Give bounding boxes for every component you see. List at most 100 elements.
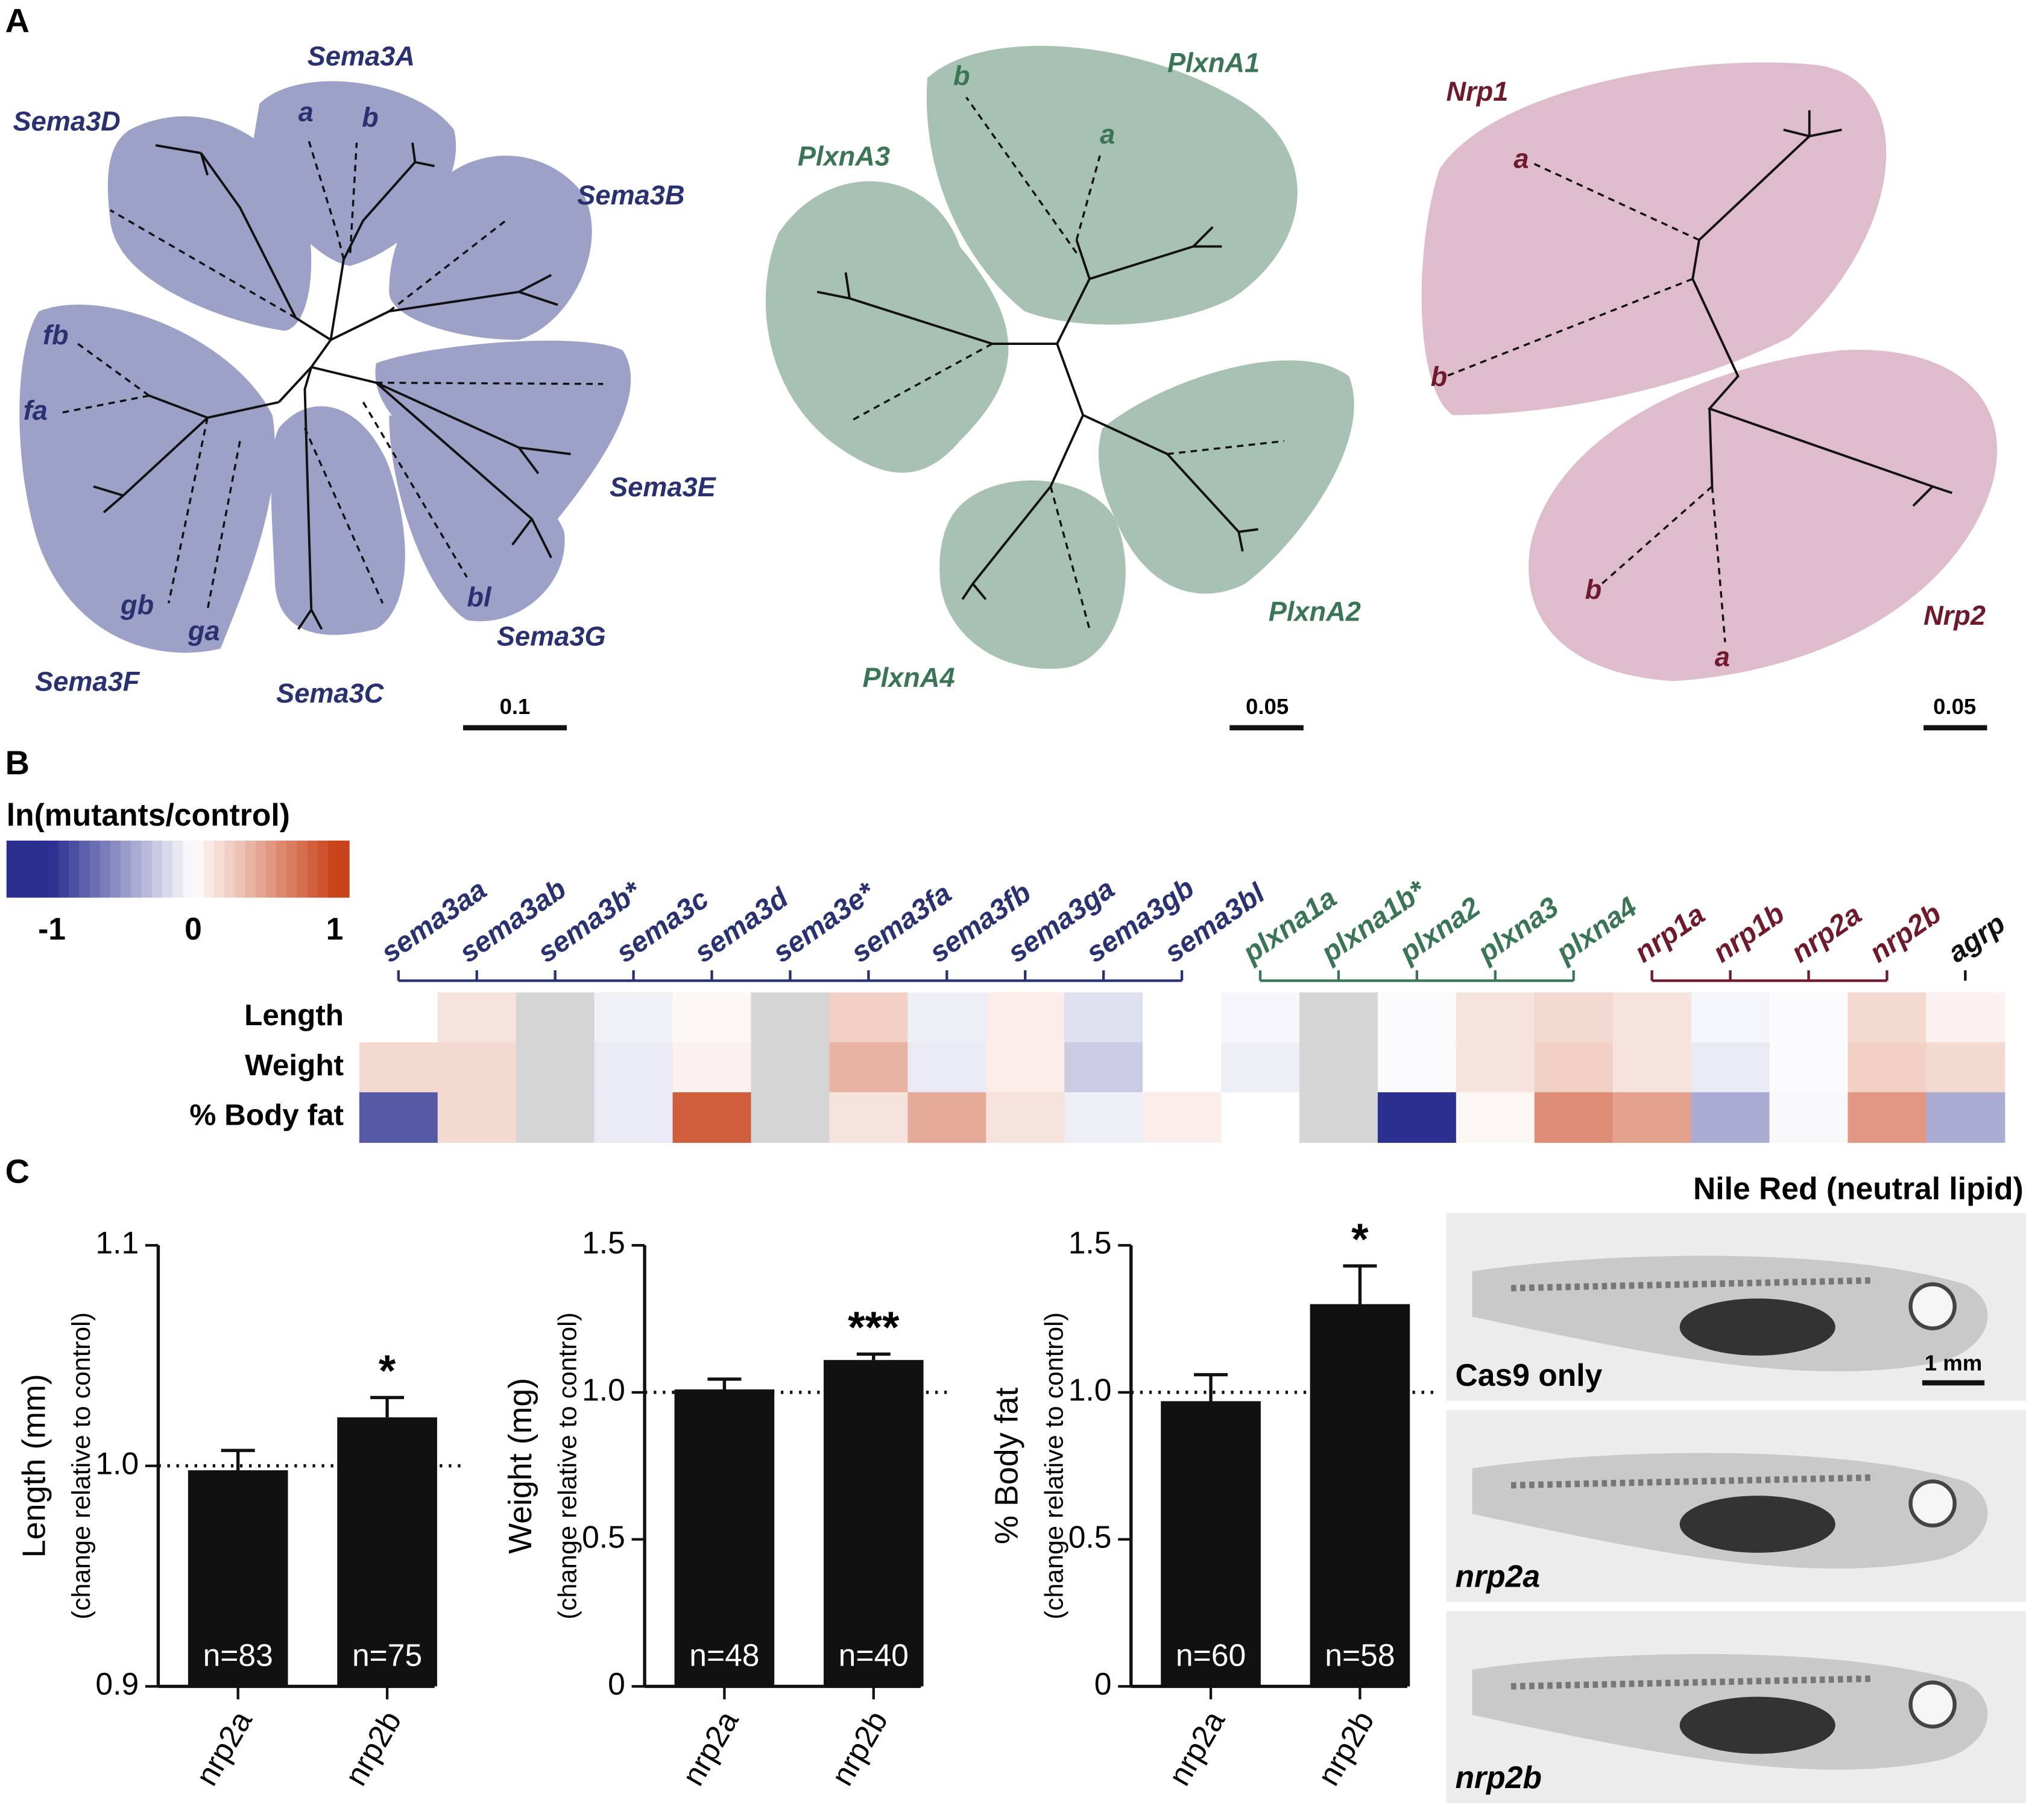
colorbar-step	[16, 840, 28, 898]
tree-branch-dashed	[1167, 440, 1284, 455]
y-tick-label: 1.0	[582, 1372, 625, 1407]
heatmap-cell	[516, 992, 595, 1043]
heatmap-cell	[1456, 1042, 1535, 1093]
image-scale-label: 1 mm	[1925, 1351, 1982, 1376]
colorbar-step	[110, 840, 122, 898]
tree-branch-dashed	[167, 417, 209, 604]
fish-eye	[1908, 1282, 1957, 1330]
colorbar-step	[48, 840, 59, 898]
heatmap-cell	[986, 992, 1065, 1043]
tree-label: PlxnA3	[798, 141, 890, 171]
heatmap-cell	[751, 1092, 830, 1143]
tree-branch-dashed	[1711, 486, 1726, 642]
tree-branch-dashed	[849, 343, 993, 423]
tree-label: a	[1715, 642, 1730, 672]
heatmap-cell	[594, 1042, 674, 1093]
fish-stripe	[1510, 1474, 1875, 1489]
heatmap-cell	[672, 992, 752, 1043]
fish-eye	[1908, 1680, 1957, 1729]
y-axis-sublabel: (change relative to control)	[1040, 1312, 1068, 1619]
heatmap-cell	[516, 1042, 595, 1093]
heatmap-cell	[1691, 1092, 1770, 1143]
n-label: n=58	[1325, 1638, 1395, 1673]
y-axis-label: Length (mm)	[16, 1374, 52, 1558]
heatmap-cell	[1612, 1042, 1692, 1093]
panel-label: C	[5, 1152, 30, 1190]
row-label: Length	[244, 999, 344, 1032]
scale-label: 0.1	[500, 694, 531, 719]
column-label: agrp	[1942, 908, 2011, 969]
column-label: nrp1a	[1629, 898, 1711, 968]
heatmap-cell	[1221, 1092, 1301, 1143]
tree-branch-dashed	[206, 441, 241, 610]
colorbar-tick-label: 1	[326, 911, 344, 946]
tree-branch	[961, 414, 1084, 601]
tree-label: Sema3G	[497, 621, 606, 651]
colorbar-step	[131, 840, 142, 898]
colorbar-step	[141, 840, 153, 898]
colorbar-step	[99, 840, 111, 898]
tree-branch-dashed	[303, 428, 384, 604]
fish-eye	[1908, 1479, 1957, 1528]
tree-branch	[297, 367, 323, 630]
colorbar-step	[6, 840, 18, 898]
heatmap-cell	[437, 992, 517, 1043]
tree-branch-dashed	[1530, 161, 1700, 241]
bar	[1161, 1401, 1261, 1687]
tree-label: Nrp2	[1923, 600, 1986, 631]
tree-label: Sema3C	[276, 678, 385, 709]
colorbar-step	[318, 840, 329, 898]
colorbar-step	[79, 840, 90, 898]
y-tick-label: 0.5	[582, 1519, 625, 1554]
colorbar-step	[151, 840, 163, 898]
heatmap-cell	[1848, 992, 1927, 1043]
tree-label: a	[1513, 144, 1529, 174]
heatmap-cell	[437, 1042, 517, 1093]
heatmap-cell	[1377, 992, 1457, 1043]
heatmap-cell	[1456, 1092, 1535, 1143]
significance: *	[379, 1347, 396, 1395]
heatmap-cell	[986, 1042, 1065, 1093]
heatmap-cell	[1299, 992, 1378, 1043]
tree-branch-dashed	[109, 209, 297, 319]
tree-clade	[926, 45, 1298, 325]
tree-label: Sema3E	[610, 472, 717, 502]
heatmap-cell	[1691, 992, 1770, 1043]
tree-label: a	[1100, 119, 1115, 150]
heatmap-cell	[1064, 992, 1144, 1043]
tree-label: b	[953, 60, 970, 91]
tree-label: ga	[188, 616, 220, 646]
heatmap-cell	[1377, 1042, 1457, 1093]
x-tick-label: nrp2b	[824, 1705, 894, 1791]
heatmap-cell	[359, 1042, 438, 1093]
row-label: % Body fat	[189, 1099, 344, 1132]
colorbar-step	[328, 840, 339, 898]
y-tick-label: 0	[1094, 1666, 1112, 1701]
tree-branch-dashed	[388, 220, 506, 312]
fish-lipid	[1679, 1298, 1835, 1356]
bar	[337, 1417, 437, 1687]
bar	[1310, 1304, 1410, 1687]
n-label: n=60	[1176, 1638, 1246, 1673]
tree-branch	[1691, 110, 1842, 279]
tree-branch-dashed	[1049, 486, 1091, 630]
image-label: nrp2a	[1456, 1559, 1541, 1594]
error-bar	[370, 1395, 405, 1418]
tree-branch	[1691, 278, 1953, 507]
heatmap-cell	[1064, 1042, 1144, 1093]
heatmap-cell	[751, 992, 830, 1043]
tree-branch-dashed	[965, 96, 1078, 254]
heatmap-cell	[1691, 1042, 1770, 1093]
colorbar-step	[265, 840, 277, 898]
fish-stripe	[1510, 1277, 1875, 1292]
n-label: n=83	[203, 1638, 273, 1673]
tree-clade	[1421, 62, 1887, 416]
y-axis-sublabel: (change relative to control)	[554, 1312, 582, 1619]
tree-branch	[311, 365, 571, 558]
tree-branch-dashed	[362, 401, 468, 578]
x-tick-label: nrp2a	[1161, 1705, 1231, 1792]
heatmap-cell	[594, 992, 674, 1043]
panel-label: A	[5, 1, 30, 39]
colorbar-step	[69, 840, 80, 898]
colorbar-tick-label: -1	[38, 911, 66, 946]
